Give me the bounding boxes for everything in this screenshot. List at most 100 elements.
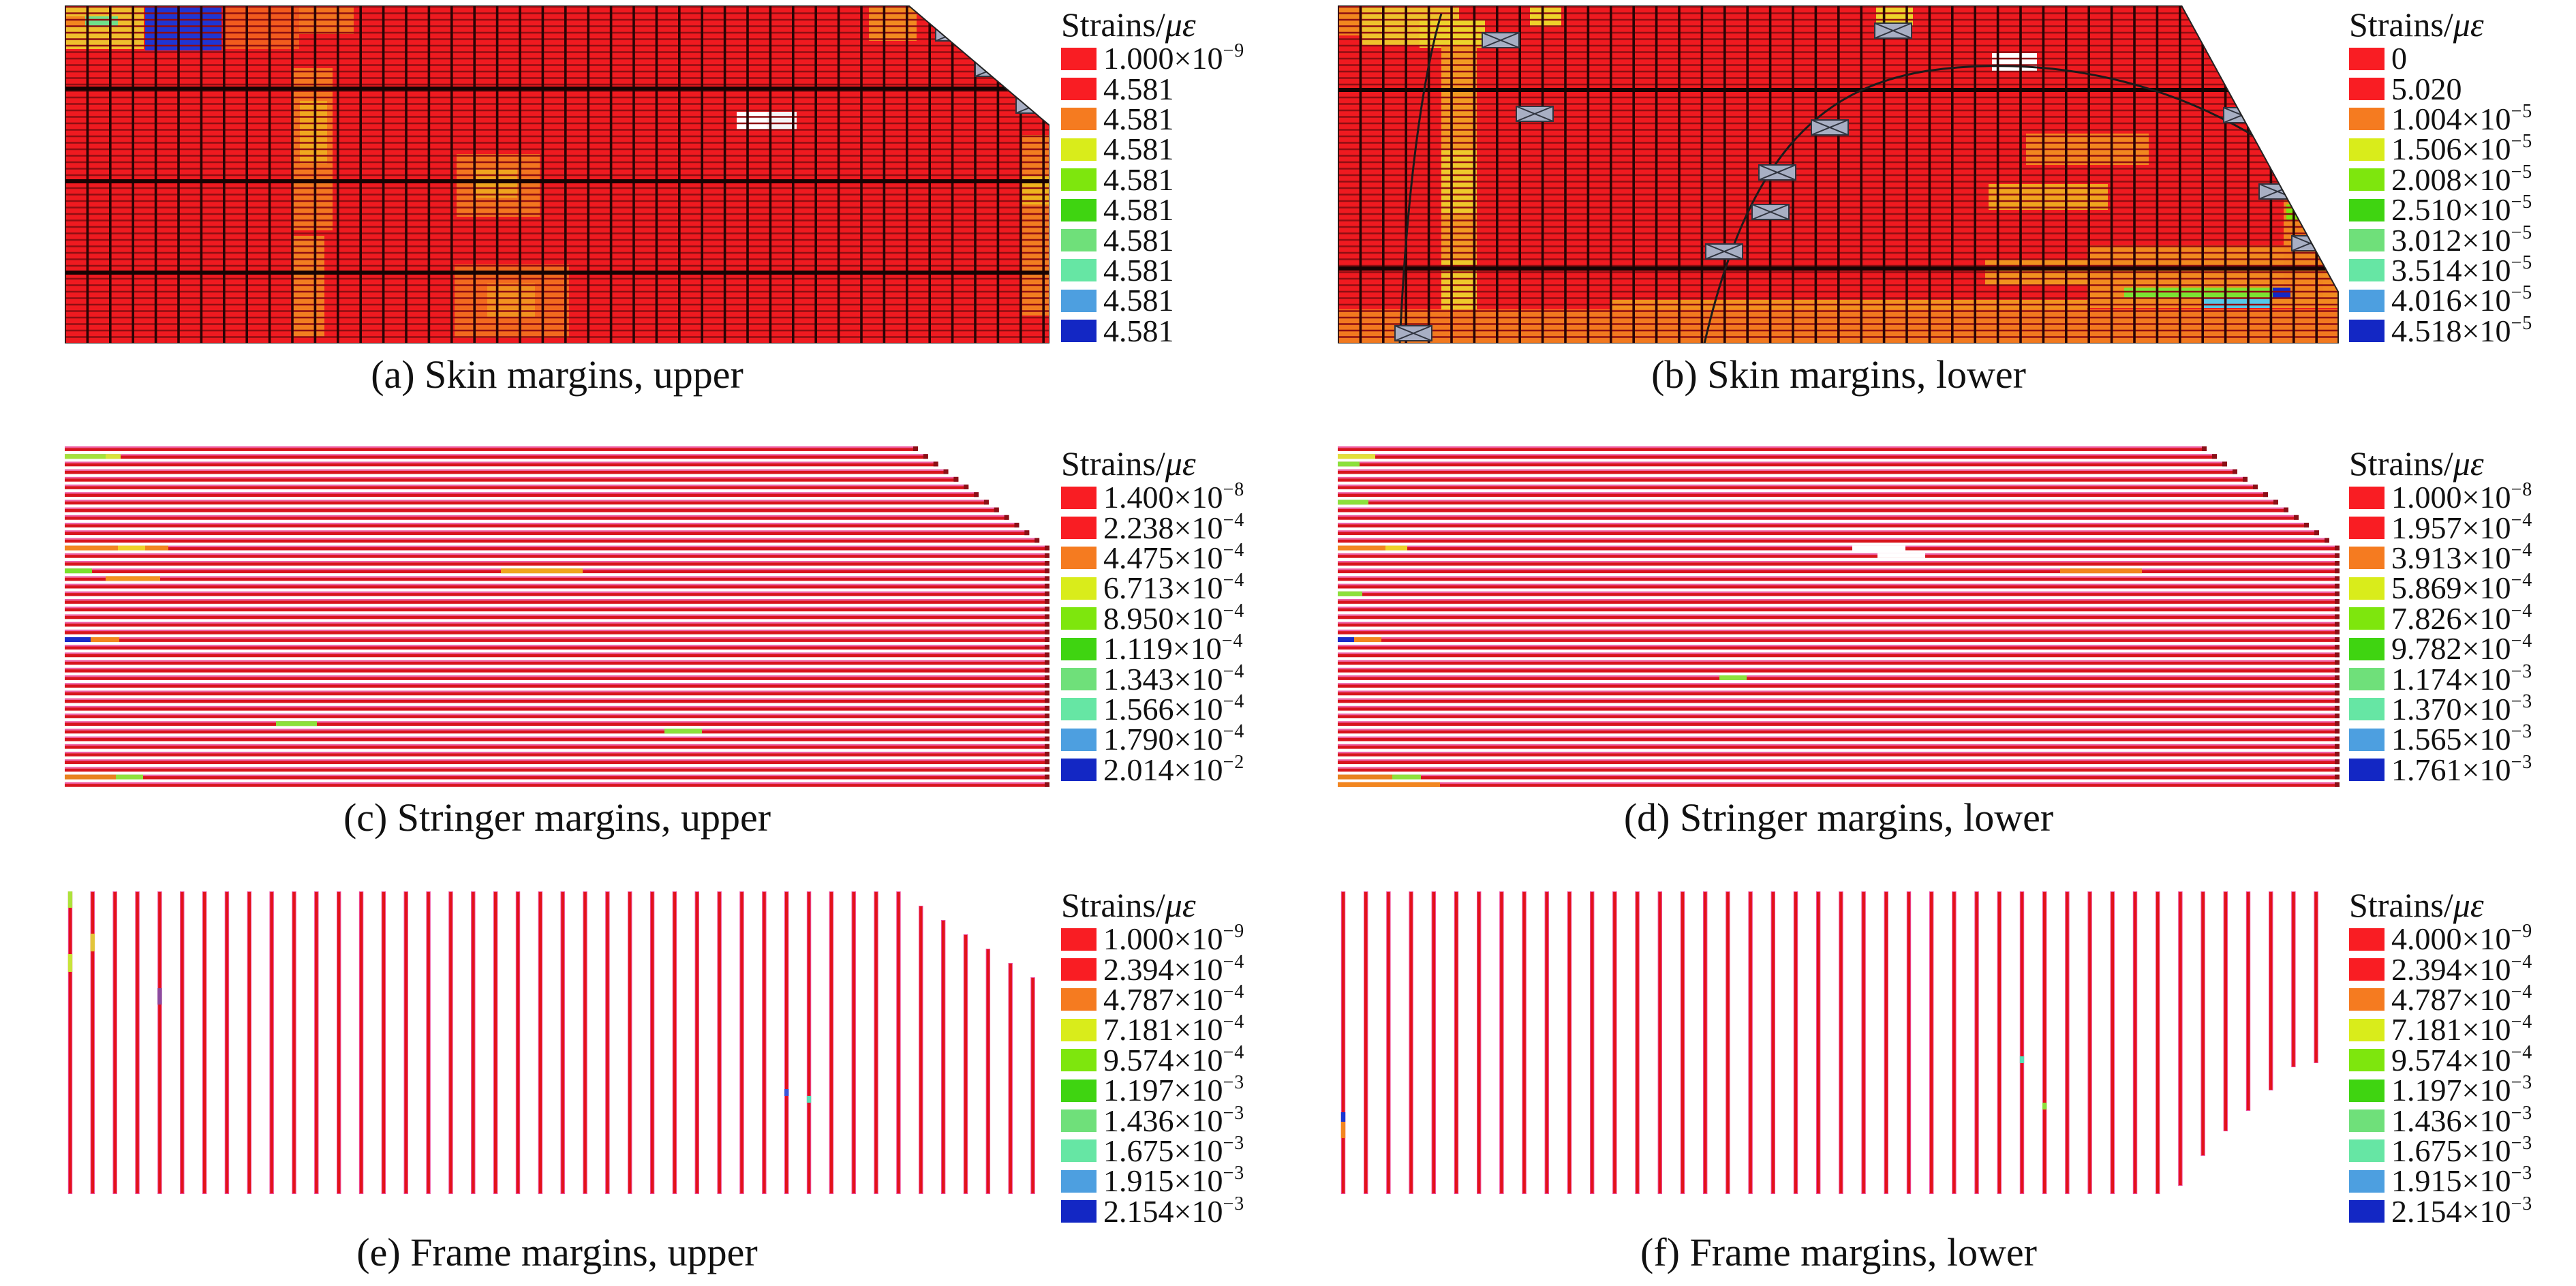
legend-swatch (2349, 229, 2385, 252)
panel-caption-b: (b) Skin margins, lower (1651, 352, 2026, 397)
legend-entry: 2.394×10−4 (1061, 952, 1286, 985)
legend-entry: 6.713×10−4 (1061, 570, 1286, 606)
legend-entry: 1.565×10−3 (2349, 722, 2574, 755)
legend-label: 1.000×10−9 (1103, 40, 1245, 76)
legend-label: 9.574×10−4 (2391, 1041, 2533, 1077)
legend-entry: 4.581 (1061, 283, 1286, 318)
legend-entry: 7.181×10−4 (1061, 1013, 1286, 1045)
legend-swatch (1061, 928, 1097, 951)
legend-entry: 1.915×10−3 (1061, 1164, 1286, 1197)
legend-swatch (1061, 577, 1097, 600)
legend-label: 4.581 (1103, 252, 1174, 288)
legend-swatch (2349, 928, 2385, 951)
legend-entry: 4.787×10−4 (1061, 981, 1286, 1017)
legend-swatch (2349, 1169, 2385, 1193)
panel-c (65, 444, 1049, 791)
legend-entry: 1.000×10−9 (1061, 40, 1286, 76)
panel-caption-a: (a) Skin margins, upper (371, 352, 743, 397)
legend-label: 1.675×10−3 (1103, 1132, 1245, 1168)
legend-entry: 1.119×10−4 (1061, 632, 1286, 664)
legend-swatch (2349, 259, 2385, 282)
legend-swatch (1061, 988, 1097, 1011)
legend-label: 4.581 (1103, 222, 1174, 258)
legend-label: 3.913×10−4 (2391, 539, 2533, 575)
legend-label: 1.004×10−5 (2391, 100, 2533, 136)
legend-label: 8.950×10−4 (1103, 600, 1245, 636)
legend-swatch (2349, 728, 2385, 751)
legend-entry: 4.581 (1061, 164, 1286, 195)
legend-label: 1.436×10−3 (2391, 1102, 2533, 1138)
legend-swatch (1061, 698, 1097, 721)
legend-swatch (2349, 668, 2385, 691)
legend-label: 4.581 (1103, 283, 1174, 318)
legend-swatch (1061, 198, 1097, 221)
legend-swatch (2349, 47, 2385, 70)
legend-label: 1.370×10−3 (2391, 690, 2533, 726)
legend-entry: 4.581 (1061, 73, 1286, 104)
legend-entry: 2.154×10−3 (1061, 1194, 1286, 1227)
legend-swatch (1061, 486, 1097, 509)
legend-d: Strains/με 1.000×10−8 1.957×10−4 3.913×10−4… (2349, 444, 2574, 785)
legend-swatch (1061, 1200, 1097, 1223)
legend-entry: 9.574×10−4 (2349, 1041, 2574, 1077)
legend-swatch (1061, 1018, 1097, 1041)
legend-entry: 1.197×10−3 (1061, 1073, 1286, 1106)
legend-label: 1.197×10−3 (2391, 1072, 2533, 1108)
legend-entry: 5.869×10−4 (2349, 571, 2574, 604)
legend-label: 6.713×10−4 (1103, 570, 1245, 606)
legend-b: Strains/με 0 5.020 1.004×10−5 1.506×10−5 2.00… (2349, 5, 2574, 346)
panel-caption-e: (e) Frame margins, upper (356, 1230, 758, 1274)
legend-label: 9.782×10−4 (2391, 630, 2533, 667)
legend-swatch (2349, 168, 2385, 192)
legend-entry: 1.174×10−3 (2349, 662, 2574, 694)
legend-f: Strains/με 4.000×10−9 2.394×10−4 4.787×10−4… (2349, 886, 2574, 1227)
skin-mesh-plot-b (1338, 5, 2339, 343)
legend-swatch (2349, 1109, 2385, 1133)
legend-label: 7.181×10−4 (2391, 1011, 2533, 1047)
legend-label: 3.514×10−5 (2391, 251, 2533, 288)
legend-entry: 4.581 (1061, 103, 1286, 134)
legend-label: 1.915×10−3 (2391, 1163, 2533, 1199)
legend-title: Strains/με (2349, 5, 2484, 44)
legend-label: 4.581 (1103, 313, 1174, 348)
legend-swatch (1061, 168, 1097, 192)
legend-swatch (2349, 637, 2385, 660)
legend-entry: 4.787×10−4 (2349, 982, 2574, 1015)
legend-entry: 4.581 (1061, 192, 1286, 228)
legend-label: 4.787×10−4 (1103, 981, 1245, 1017)
legend-label: 4.518×10−5 (2391, 312, 2533, 348)
legend-swatch (2349, 78, 2385, 101)
legend-title: Strains/με (1061, 886, 1196, 924)
legend-label: 4.581 (1103, 192, 1174, 228)
legend-swatch (1061, 517, 1097, 540)
legend-label: 2.394×10−4 (2391, 951, 2533, 987)
stringer-plot-d (1338, 446, 2340, 787)
panel-caption-d: (d) Stringer margins, lower (1623, 795, 2054, 840)
legend-label: 2.014×10−2 (1103, 751, 1245, 787)
panel-b (1338, 5, 2340, 343)
legend-label: 3.012×10−5 (2391, 221, 2533, 258)
legend-swatch (2349, 1200, 2385, 1223)
legend-label: 1.957×10−4 (2391, 509, 2533, 545)
legend-swatch (2349, 958, 2385, 981)
legend-label: 7.826×10−4 (2391, 600, 2533, 636)
legend-entry: 1.761×10−3 (2349, 752, 2574, 785)
legend-swatch (2349, 138, 2385, 161)
legend-entry: 0 (2349, 43, 2574, 74)
legend-swatch (2349, 1139, 2385, 1163)
legend-entry: 1.675×10−3 (2349, 1133, 2574, 1166)
legend-label: 2.008×10−5 (2391, 161, 2533, 197)
legend-swatch (1061, 607, 1097, 630)
legend-swatch (1061, 1079, 1097, 1102)
legend-swatch (1061, 728, 1097, 751)
legend-label: 4.475×10−4 (1103, 539, 1245, 575)
legend-swatch (1061, 759, 1097, 782)
legend-entry: 1.400×10−8 (1061, 480, 1286, 513)
legend-entry: 3.012×10−5 (2349, 221, 2574, 258)
legend-label: 2.154×10−3 (2391, 1193, 2533, 1229)
legend-entry: 4.581 (1061, 313, 1286, 348)
legend-swatch (1061, 320, 1097, 343)
legend-swatch (2349, 759, 2385, 782)
legend-label: 9.574×10−4 (1103, 1041, 1245, 1077)
